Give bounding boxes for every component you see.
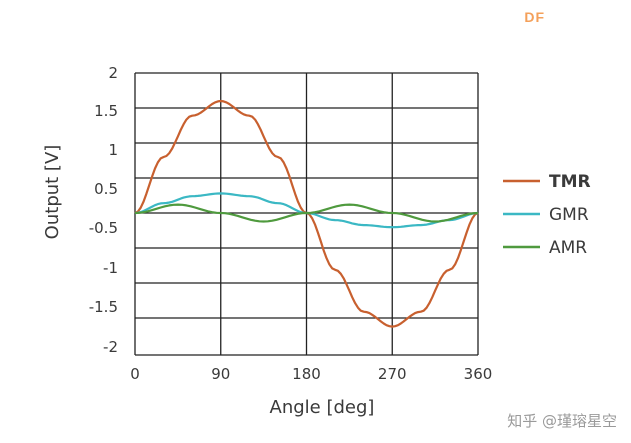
legend: TMR GMR AMR: [503, 172, 591, 258]
x-tick-label: 270: [378, 365, 407, 383]
x-axis-title: Angle [deg]: [270, 397, 375, 418]
legend-label-gmr: GMR: [549, 205, 589, 225]
x-tick-label: 0: [130, 365, 140, 383]
y-tick-label: -0.5: [89, 219, 118, 237]
y-axis-title: Output [V]: [42, 145, 63, 240]
series-line-amr: [134, 203, 479, 223]
x-tick-label: 360: [464, 365, 493, 383]
y-tick-label: -1: [103, 259, 118, 277]
series-layer: [134, 99, 479, 328]
x-tick-label: 180: [292, 365, 321, 383]
y-tick-label: 1.5: [94, 102, 118, 120]
y-tick-label: -1.5: [89, 298, 118, 316]
legend-label-amr: AMR: [549, 238, 587, 258]
y-tick-label: 1: [108, 141, 118, 159]
x-tick-label: 90: [211, 365, 230, 383]
y-tick-label: -2: [103, 338, 118, 356]
grid: [134, 72, 479, 356]
legend-label-tmr: TMR: [549, 172, 591, 192]
y-tick-label: 0.5: [94, 180, 118, 198]
brand-logo: DF: [524, 9, 545, 25]
watermark: 知乎 @瑾瑢星空: [507, 412, 617, 430]
y-tick-label: 2: [108, 64, 118, 82]
tick-labels: 2 1.5 1 0.5 -0.5 -1 -1.5 -2 0 90 180 270 360: [89, 64, 493, 383]
